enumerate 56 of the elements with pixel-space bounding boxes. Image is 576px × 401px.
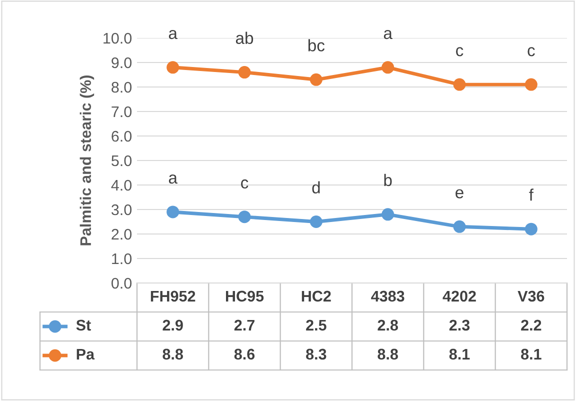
y-tick-label: 0.0 bbox=[112, 278, 132, 289]
annotation: e bbox=[456, 189, 464, 198]
annotation: d bbox=[312, 181, 320, 194]
annotation: c bbox=[241, 179, 248, 189]
y-tick-label: 2.0 bbox=[112, 228, 132, 240]
y-tick-label: 9.0 bbox=[112, 57, 132, 68]
x-tick-label: 4202 bbox=[442, 290, 476, 302]
data-label: 2.7 bbox=[234, 320, 254, 330]
y-tick-label: 7.0 bbox=[112, 106, 132, 118]
annotation: bc bbox=[308, 39, 325, 52]
annotation: b bbox=[384, 174, 392, 186]
x-tick-label: HC2 bbox=[302, 290, 331, 302]
point bbox=[524, 222, 538, 236]
point bbox=[166, 61, 180, 74]
point bbox=[382, 61, 394, 74]
y-tick-label: 4.0 bbox=[111, 180, 132, 191]
point bbox=[382, 208, 394, 221]
data-label: 2.3 bbox=[449, 320, 470, 331]
legend-label: St bbox=[76, 320, 91, 331]
x-tick-label: HC95 bbox=[226, 290, 264, 302]
annotation: c bbox=[456, 47, 464, 56]
y-tick-label: 5.0 bbox=[112, 155, 132, 166]
y-tick-label: 6.0 bbox=[112, 130, 132, 142]
point bbox=[310, 73, 322, 86]
annotation: a bbox=[384, 30, 392, 40]
data-label: 2.9 bbox=[162, 320, 183, 331]
point bbox=[524, 78, 538, 91]
point bbox=[453, 220, 466, 233]
point bbox=[238, 210, 251, 224]
y-tick-label: 10.0 bbox=[104, 32, 132, 44]
data-label: 8.1 bbox=[449, 348, 470, 360]
data-label: 8.6 bbox=[234, 348, 255, 360]
annotation: a bbox=[168, 174, 178, 184]
data-label: 8.3 bbox=[306, 348, 326, 360]
data-label: 8.1 bbox=[521, 348, 542, 360]
data-label: 2.5 bbox=[306, 320, 326, 331]
y-axis-title: Palmitic and stearic (%) bbox=[80, 76, 94, 246]
data-label: 2.8 bbox=[378, 320, 398, 331]
data-label: 8.8 bbox=[162, 348, 183, 360]
point bbox=[238, 66, 251, 79]
annotation: ab bbox=[236, 32, 254, 44]
x-tick-label: V36 bbox=[518, 290, 544, 302]
annotation: c bbox=[528, 47, 535, 56]
y-tick-label: 3.0 bbox=[111, 204, 132, 216]
point bbox=[453, 78, 466, 91]
legend-label: Pa bbox=[76, 348, 95, 360]
x-tick-label: FH952 bbox=[150, 290, 196, 302]
y-tick-label: 1.0 bbox=[112, 253, 132, 264]
point bbox=[310, 216, 322, 228]
x-tick-label: 4383 bbox=[371, 290, 404, 302]
annotation: f bbox=[529, 188, 534, 201]
data-label: 2.2 bbox=[521, 320, 542, 330]
y-tick-label: 8.0 bbox=[112, 82, 132, 93]
data-label: 8.8 bbox=[378, 348, 398, 360]
annotation: a bbox=[168, 30, 178, 40]
point bbox=[166, 206, 180, 218]
